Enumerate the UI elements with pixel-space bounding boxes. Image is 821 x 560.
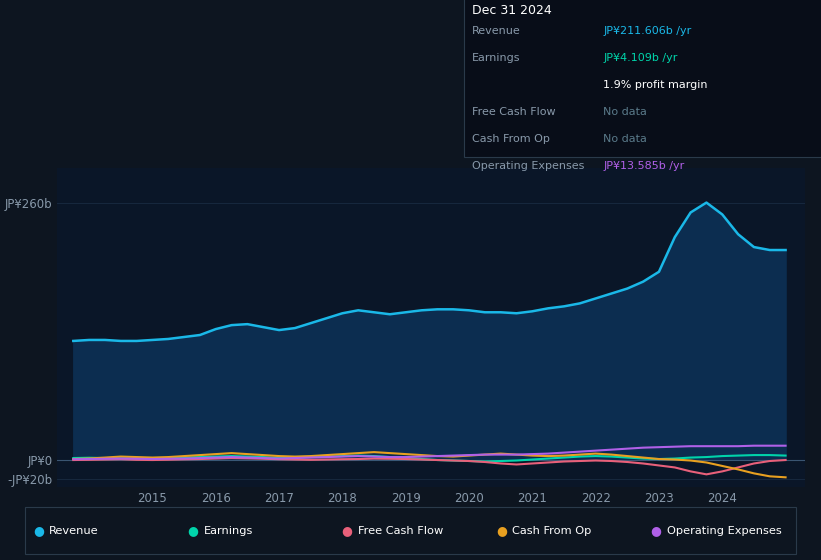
Text: No data: No data — [603, 107, 647, 117]
Text: Earnings: Earnings — [204, 526, 253, 535]
Text: ●: ● — [33, 524, 44, 537]
Text: Operating Expenses: Operating Expenses — [667, 526, 782, 535]
Text: Revenue: Revenue — [472, 26, 521, 36]
Text: ●: ● — [650, 524, 661, 537]
Text: ●: ● — [187, 524, 198, 537]
Text: JP¥13.585b /yr: JP¥13.585b /yr — [603, 161, 685, 171]
Text: Operating Expenses: Operating Expenses — [472, 161, 585, 171]
Text: JP¥4.109b /yr: JP¥4.109b /yr — [603, 53, 678, 63]
Text: Dec 31 2024: Dec 31 2024 — [472, 4, 552, 17]
Text: ●: ● — [496, 524, 507, 537]
Text: 1.9% profit margin: 1.9% profit margin — [603, 80, 708, 90]
Text: Revenue: Revenue — [49, 526, 99, 535]
Text: Cash From Op: Cash From Op — [472, 134, 550, 144]
Text: Free Cash Flow: Free Cash Flow — [472, 107, 556, 117]
Text: Earnings: Earnings — [472, 53, 521, 63]
Text: No data: No data — [603, 134, 647, 144]
Text: Cash From Op: Cash From Op — [512, 526, 592, 535]
Text: Free Cash Flow: Free Cash Flow — [358, 526, 443, 535]
Text: JP¥211.606b /yr: JP¥211.606b /yr — [603, 26, 691, 36]
Text: ●: ● — [342, 524, 352, 537]
